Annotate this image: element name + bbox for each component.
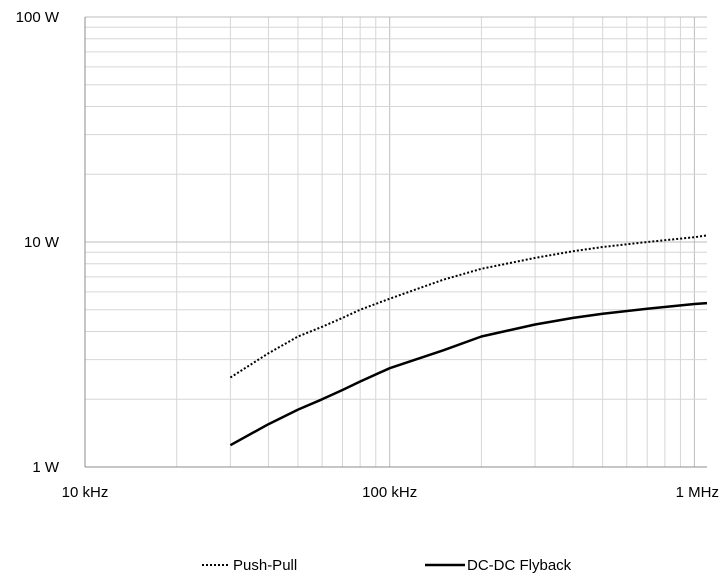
x-tick-label: 1 MHz: [676, 484, 719, 501]
legend-label: Push-Pull: [233, 557, 297, 574]
series-line-dc-dc-flyback: [229, 301, 708, 447]
grid: [84, 16, 707, 468]
y-tick-label: 1 W: [32, 459, 60, 476]
y-tick-label: 100 W: [16, 9, 60, 26]
tick-labels: 1 W 10 W 100 W 10 kHz 100 kHz 1 MHz: [16, 9, 719, 501]
y-tick-label: 10 W: [24, 234, 60, 251]
x-tick-label: 10 kHz: [62, 484, 109, 501]
axes: [84, 17, 707, 468]
legend-label: DC-DC Flyback: [467, 557, 572, 574]
series-group: [229, 234, 708, 447]
x-tick-label: 100 kHz: [362, 484, 417, 501]
legend: Push-Pull DC-DC Flyback: [202, 557, 572, 574]
